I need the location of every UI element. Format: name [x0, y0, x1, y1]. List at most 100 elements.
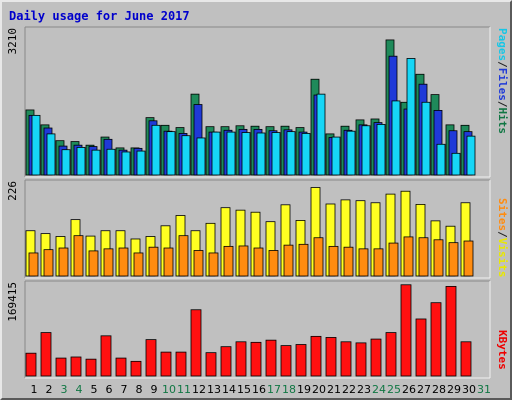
kbytes-bar: [430, 302, 442, 377]
pages-bar: [61, 149, 71, 176]
max-label-top: 3210: [6, 28, 19, 55]
pages-bar: [421, 101, 431, 176]
kbytes-bar: [85, 358, 97, 377]
day-label: 11: [177, 383, 191, 396]
kbytes-bar: [370, 338, 382, 377]
pages-bar: [256, 132, 266, 176]
legend-slash: /: [496, 231, 509, 238]
day-label: 23: [357, 383, 371, 396]
max-label-bottom: 169415: [6, 282, 19, 322]
bars-visits-sites: [25, 187, 474, 277]
day-label: 6: [106, 383, 113, 396]
pages-bar: [241, 132, 251, 176]
day-label: 4: [76, 383, 83, 396]
sites-bar: [163, 247, 174, 277]
panel-hits-files-pages: 3210 Pages/Files/Hits: [6, 26, 509, 178]
day-label: 7: [121, 383, 128, 396]
chart-title: Daily usage for June 2017: [9, 9, 190, 23]
pages-bar: [436, 143, 446, 176]
panel-kbytes: 169415 KBytes: [6, 280, 509, 379]
sites-bar: [178, 235, 189, 277]
pages-bar: [31, 114, 41, 176]
kbytes-bar: [205, 352, 217, 377]
legend-pages: Pages: [496, 28, 509, 61]
kbytes-bar: [220, 346, 232, 377]
sites-bar: [58, 247, 69, 277]
pages-bar: [46, 133, 56, 176]
kbytes-bar: [325, 337, 337, 377]
sites-bar: [43, 249, 54, 277]
day-label: 24: [372, 383, 386, 396]
day-label: 21: [327, 383, 341, 396]
pages-bar: [226, 131, 236, 176]
day-label: 1: [31, 383, 38, 396]
legend-sites-visits: Sites/Visits: [496, 198, 509, 278]
kbytes-bar: [100, 335, 112, 377]
sites-bar: [418, 237, 429, 277]
pages-bar: [301, 133, 311, 176]
day-label: 26: [402, 383, 416, 396]
legend-sites: Sites: [496, 198, 509, 231]
kbytes-bar: [115, 357, 127, 377]
day-label: 16: [252, 383, 266, 396]
pages-bar: [331, 136, 341, 176]
sites-bar: [448, 242, 459, 277]
sites-bar: [343, 246, 354, 277]
day-label: 17: [267, 383, 281, 396]
pages-bar: [316, 93, 326, 176]
pages-bar: [376, 124, 386, 176]
kbytes-bar: [130, 360, 142, 377]
pages-bar: [151, 124, 161, 176]
day-label: 2: [46, 383, 53, 396]
pages-bar: [271, 132, 281, 176]
sites-bar: [463, 240, 474, 277]
pages-bar: [166, 131, 176, 176]
day-label: 20: [312, 383, 326, 396]
sites-bar: [148, 246, 159, 277]
kbytes-bar: [340, 341, 352, 377]
sites-bar: [358, 248, 369, 277]
day-label: 12: [192, 383, 206, 396]
day-label: 22: [342, 383, 356, 396]
day-label: 13: [207, 383, 221, 396]
pages-bar: [91, 149, 101, 176]
kbytes-bar: [385, 332, 397, 377]
pages-bar: [451, 152, 461, 176]
sites-bar: [298, 243, 309, 277]
sites-bar: [73, 235, 84, 277]
day-label: 3: [61, 383, 68, 396]
legend-visits: Visits: [496, 238, 509, 278]
kbytes-bar: [25, 352, 37, 377]
day-label: 29: [447, 383, 461, 396]
legend-kbytes-text: KBytes: [496, 330, 509, 370]
kbytes-bar: [55, 357, 67, 377]
pages-bar: [466, 135, 476, 176]
kbytes-bar: [190, 309, 202, 377]
kbytes-bar: [265, 339, 277, 377]
kbytes-bar: [250, 341, 262, 377]
day-label: 8: [136, 383, 143, 396]
pages-bar: [391, 100, 401, 176]
legend-slash: /: [496, 61, 509, 68]
pages-bar: [196, 137, 206, 176]
sites-bar: [313, 237, 324, 277]
kbytes-bar: [40, 332, 52, 377]
pages-bar: [211, 131, 221, 176]
bars-hits-files-pages: [25, 39, 476, 176]
sites-bar: [328, 245, 339, 277]
pages-bar: [181, 135, 191, 176]
day-label: 18: [282, 383, 296, 396]
kbytes-bar: [280, 345, 292, 377]
pages-bar: [286, 131, 296, 176]
sites-bar: [28, 252, 39, 277]
legend-hits: Hits: [496, 108, 509, 135]
legend-files: Files: [496, 68, 509, 101]
day-label: 28: [432, 383, 446, 396]
sites-bar: [118, 247, 129, 277]
kbytes-bar: [70, 356, 82, 377]
sites-bar: [208, 252, 219, 277]
day-label: 10: [162, 383, 176, 396]
kbytes-bar: [160, 351, 172, 377]
pages-bar: [76, 147, 86, 176]
